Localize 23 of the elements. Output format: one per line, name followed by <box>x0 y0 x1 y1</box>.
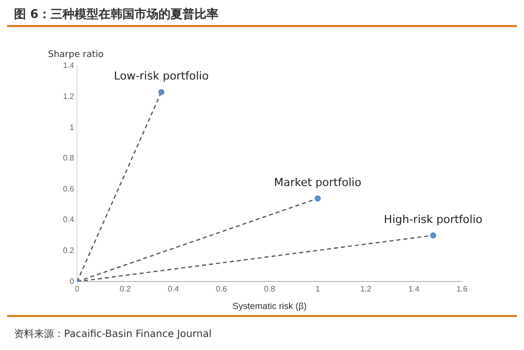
y-tick-label: 1 <box>70 122 75 132</box>
x-tick-label: 1.4 <box>408 284 420 294</box>
x-tick-label: 0.4 <box>168 284 180 294</box>
x-tick-label: 1.6 <box>456 284 468 294</box>
y-axis-title: Sharpe ratio <box>48 50 104 60</box>
y-tick-label: 1.4 <box>62 61 75 70</box>
y-tick-label: 1.2 <box>62 92 75 102</box>
x-tick-label: 1.2 <box>360 284 372 294</box>
y-tick-label: 0 <box>70 276 75 286</box>
x-tick-label: 0.8 <box>264 284 276 294</box>
text: 资料来源：Pacaific-Basin Finance Journal <box>14 328 212 341</box>
x-tick-label: 0.6 <box>216 284 228 294</box>
y-tick-label: 0.4 <box>62 215 75 224</box>
y-tick-label: 0.8 <box>62 154 75 163</box>
series-label: High-risk portfolio <box>384 212 483 226</box>
x-tick-label: 0.2 <box>120 284 132 294</box>
x-tick-label: 1 <box>315 284 320 294</box>
chart-title: 图 6：三种模型在韩国市场的夏普比率 <box>14 6 219 23</box>
series-label: Market portfolio <box>274 176 362 189</box>
y-tick-label: 0.2 <box>62 246 75 256</box>
y-tick-label: 0.6 <box>62 184 75 194</box>
series-label: Low-risk portfolio <box>114 70 209 83</box>
x-axis-title: Systematic risk (β) <box>232 301 307 312</box>
